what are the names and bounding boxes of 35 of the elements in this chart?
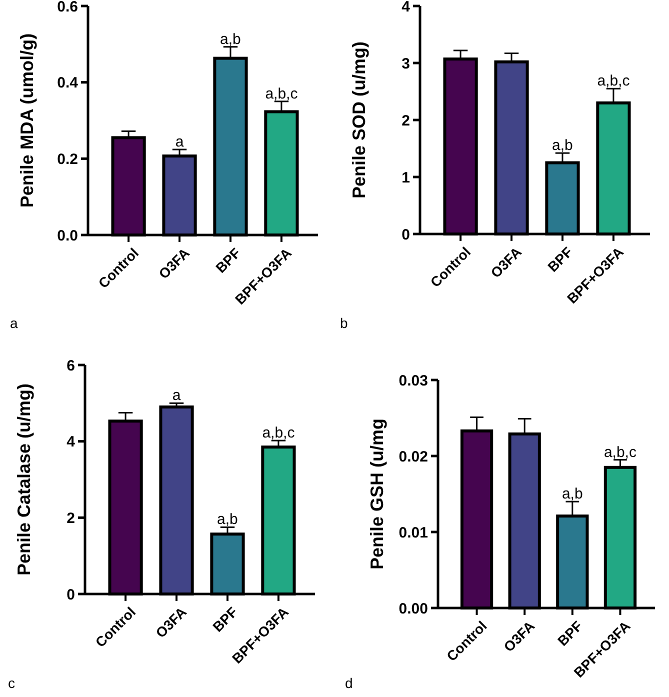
y-tick-label: 0.01 — [398, 524, 428, 542]
y-tick-label: 4 — [66, 434, 76, 451]
y-tick-label: 0.02 — [398, 448, 428, 466]
text: b — [340, 315, 348, 331]
annotation: a,b,c — [262, 424, 296, 442]
y-axis-title: Penile Catalase (u/mg) — [14, 383, 34, 576]
y-tick-label: 0.00 — [398, 600, 428, 618]
annotation: a,b,c — [604, 444, 637, 461]
y-tick-label: 2 — [66, 510, 75, 527]
y-tick-label: 2 — [402, 112, 410, 130]
y-tick-label: 1 — [402, 169, 410, 186]
y-tick-label: 0.03 — [398, 372, 428, 390]
annotation: a,b — [217, 511, 238, 528]
y-tick-label: 0 — [66, 586, 75, 604]
y-tick-label: 0 — [402, 226, 410, 244]
annotation: a — [172, 387, 182, 404]
text: a — [10, 315, 18, 331]
annotation: a,b — [552, 137, 573, 154]
text: d — [345, 675, 353, 691]
annotation: a — [175, 134, 184, 151]
annotation: a,b — [220, 30, 241, 48]
y-tick-label: 0.6 — [57, 0, 78, 16]
annotation: a,b — [562, 486, 583, 503]
y-tick-label: 4 — [402, 0, 411, 16]
annotation: a,b,c — [265, 85, 298, 102]
text: c — [8, 675, 15, 691]
y-tick-label: 0.4 — [57, 74, 79, 92]
annotation: a,b,c — [597, 72, 630, 90]
y-tick-label: 0.0 — [57, 227, 78, 244]
y-tick-label: 3 — [402, 55, 410, 72]
y-axis-title: Penile SOD (u/mg) — [349, 41, 369, 199]
y-axis-title: Penile GSH (u/mg — [367, 418, 387, 570]
y-tick-label: 0.2 — [57, 150, 78, 168]
y-tick-label: 6 — [66, 357, 75, 374]
y-axis-title: Penile MDA (umol/g) — [17, 33, 37, 208]
